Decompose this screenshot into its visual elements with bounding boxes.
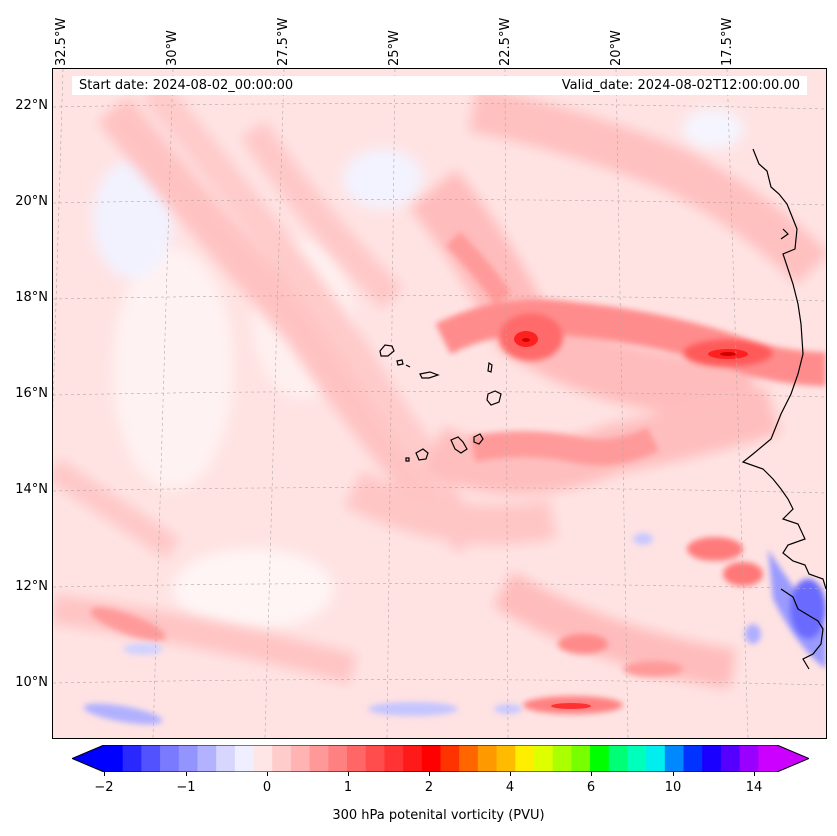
- colorbar-segment: [178, 745, 198, 772]
- colorbar-segment: [384, 745, 404, 772]
- lat-label-22n: 22°N: [15, 98, 48, 113]
- colorbar-segment: [739, 745, 759, 772]
- lon-label-25w: 25°W: [387, 30, 402, 66]
- lat-label-10n: 10°N: [15, 675, 48, 690]
- cb-tickmark: [673, 772, 674, 776]
- colorbar-segment: [515, 745, 535, 772]
- colorbar-segment: [309, 745, 329, 772]
- colorbar-segment: [496, 745, 516, 772]
- colorbar-segment: [160, 745, 180, 772]
- coastline: [741, 148, 826, 670]
- colorbar-segment: [216, 745, 236, 772]
- map-panel: [52, 68, 827, 739]
- cb-tickmark: [104, 772, 105, 776]
- lat-label-16n: 16°N: [15, 386, 48, 401]
- colorbar-segment: [571, 745, 591, 772]
- cb-tick-label: 14: [745, 780, 763, 795]
- cb-tickmark: [186, 772, 187, 776]
- colorbar-segment: [702, 745, 722, 772]
- cb-tick-label: 4: [505, 780, 515, 795]
- colorbar-segment: [646, 745, 666, 772]
- cb-tickmark: [754, 772, 755, 776]
- cape-verde-islands: [379, 344, 502, 462]
- cb-tickmark: [591, 772, 592, 776]
- colorbar-segment: [197, 745, 217, 772]
- cb-tick-label: 6: [586, 780, 596, 795]
- cb-tick-label: −1: [176, 780, 196, 795]
- colorbar-label: 300 hPa potenital vorticity (PVU): [332, 808, 545, 823]
- colorbar-segment: [608, 745, 628, 772]
- colorbar-segment: [403, 745, 423, 772]
- cb-tick-label: 2: [424, 780, 434, 795]
- pv-peaks: [514, 331, 748, 709]
- colorbar-segment: [104, 745, 124, 772]
- colorbar-segment: [590, 745, 610, 772]
- lat-label-12n: 12°N: [15, 579, 48, 594]
- cb-tickmark: [267, 772, 268, 776]
- colorbar-segment: [664, 745, 685, 772]
- colorbar-segment: [290, 745, 311, 772]
- colorbar-segment: [533, 745, 554, 772]
- colorbar-segment: [328, 745, 348, 772]
- colorbar-segment: [365, 745, 385, 772]
- colorbar-segment: [552, 745, 572, 772]
- lat-label-14n: 14°N: [15, 482, 48, 497]
- colorbar-segment: [272, 745, 292, 772]
- colorbar: [72, 745, 809, 772]
- lon-label-30w: 30°W: [165, 30, 180, 66]
- lat-label-20n: 20°N: [15, 194, 48, 209]
- colorbar-segment: [720, 745, 741, 772]
- lon-label-17.5w: 17.5°W: [720, 17, 735, 66]
- pv-negative-regions: [83, 533, 826, 725]
- start-date-label: Start date: 2024-08-02_00:00:00: [79, 78, 294, 93]
- cb-tick-label: 0: [262, 780, 272, 795]
- lon-label-22.5w: 22.5°W: [498, 17, 513, 66]
- colorbar-segment: [141, 745, 161, 772]
- cb-tick-label: 10: [664, 780, 682, 795]
- colorbar-segment: [122, 745, 142, 772]
- cb-tickmark: [429, 772, 430, 776]
- colorbar-segment: [234, 745, 255, 772]
- colorbar-segment: [253, 745, 273, 772]
- colorbar-segment: [683, 745, 703, 772]
- colorbar-under-arrow: [72, 745, 104, 772]
- valid-date-label: Valid_date: 2024-08-02T12:00:00.00: [561, 78, 800, 93]
- colorbar-segment: [421, 745, 441, 772]
- cb-tickmark: [348, 772, 349, 776]
- colorbar-segment: [347, 745, 367, 772]
- header-bar: [72, 76, 807, 95]
- colorbar-segment: [758, 745, 778, 772]
- lat-label-18n: 18°N: [15, 290, 48, 305]
- pv-strong-bands: [90, 231, 826, 714]
- pv-contour-map: [53, 69, 826, 738]
- colorbar-segment: [459, 745, 479, 772]
- colorbar-segment: [477, 745, 498, 772]
- cb-tick-label: −2: [94, 780, 114, 795]
- colorbar-segment: [627, 745, 647, 772]
- cb-tickmark: [510, 772, 511, 776]
- colorbar-segment: [440, 745, 460, 772]
- lon-label-20w: 20°W: [609, 30, 624, 66]
- lon-label-27.5w: 27.5°W: [276, 17, 291, 66]
- gridlines: [53, 69, 826, 738]
- colorbar-over-arrow: [777, 745, 809, 772]
- lon-label-32.5w: 32.5°W: [54, 17, 69, 66]
- cb-tick-label: 1: [343, 780, 353, 795]
